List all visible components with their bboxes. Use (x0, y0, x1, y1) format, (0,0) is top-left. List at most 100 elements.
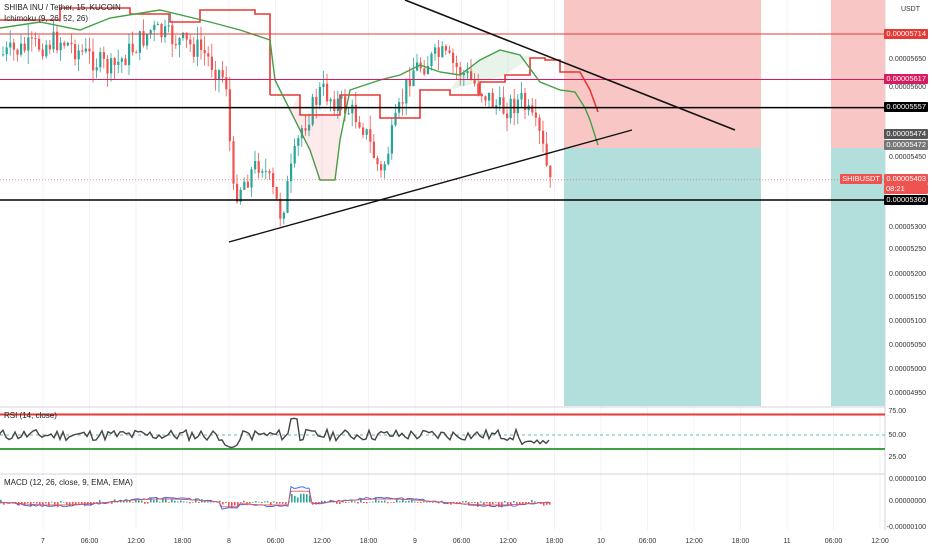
candle-body (203, 49, 206, 54)
candle-body (95, 67, 98, 71)
macd-hist-bar (300, 493, 302, 503)
macd-hist-bar (237, 502, 239, 507)
macd-hist-bar (159, 501, 161, 503)
macd-hist-bar (492, 502, 494, 505)
macd-hist-bar (357, 502, 359, 504)
time-axis-tick: 06:00 (452, 538, 471, 545)
macd-hist-bar (231, 502, 233, 508)
ichimoku-cloud (450, 50, 545, 90)
candle-body (333, 99, 336, 111)
price-tag: 0.00005557 (884, 102, 928, 112)
candle-body (88, 48, 91, 52)
price-axis-tick: 0.00005200 (889, 271, 926, 278)
candle-body (545, 143, 548, 166)
macd-hist-bar (252, 502, 254, 503)
macd-legend[interactable]: MACD (12, 26, close, 9, EMA, EMA) (4, 478, 133, 487)
candle-body (441, 46, 444, 57)
macd-hist-bar (93, 502, 95, 503)
time-axis-tick: 06:00 (266, 538, 285, 545)
rsi-axis-tick: 25.00 (888, 454, 906, 461)
candle-body (124, 58, 127, 66)
candle-body (455, 62, 458, 68)
macd-hist-bar (324, 500, 326, 503)
macd-hist-bar (309, 495, 311, 503)
macd-hist-bar (462, 501, 464, 503)
candle-body (239, 189, 242, 202)
candle-body (110, 58, 113, 74)
macd-hist-bar (549, 502, 551, 505)
time-axis-tick: 18:00 (359, 538, 378, 545)
macd-hist-bar (117, 501, 119, 503)
macd-hist-bar (378, 500, 380, 503)
macd-hist-bar (144, 502, 146, 504)
rsi-axis-tick: 75.00 (888, 408, 906, 415)
candle-body (27, 37, 30, 51)
candle-body (63, 42, 66, 46)
macd-hist-bar (423, 501, 425, 503)
candle-body (12, 42, 15, 50)
candle-body (282, 212, 285, 219)
candle-body (513, 98, 516, 114)
candle-body (254, 161, 257, 170)
resistance-trendline (404, 0, 736, 131)
candle-body (218, 70, 221, 80)
candle-body (430, 53, 433, 66)
macd-hist-bar (132, 502, 134, 503)
candle-body (192, 44, 195, 57)
macd-hist-bar (207, 501, 209, 503)
macd-hist-bar (81, 502, 83, 505)
candle-body (210, 56, 213, 70)
macd-hist-bar (381, 500, 383, 503)
macd-hist-bar (414, 501, 416, 503)
candle-body (2, 54, 5, 56)
candle-body (185, 32, 188, 40)
macd-hist-bar (213, 502, 215, 503)
macd-hist-bar (495, 502, 497, 503)
macd-hist-bar (66, 502, 68, 505)
macd-hist-bar (39, 502, 41, 505)
macd-hist-bar (174, 500, 176, 503)
macd-axis-tick: 0.00000000 (889, 498, 926, 505)
candle-body (473, 79, 476, 84)
stop-zone (831, 0, 885, 148)
macd-hist-bar (3, 502, 5, 505)
price-tag: 0.00005617 (884, 74, 928, 84)
candles-group (2, 14, 552, 227)
candle-body (315, 96, 318, 105)
macd-hist-bar (147, 502, 149, 504)
macd-hist-bar (219, 500, 221, 503)
macd-hist-bar (177, 501, 179, 503)
macd-hist-bar (483, 502, 485, 506)
macd-hist-bar (228, 502, 230, 507)
quote-currency-label: USDT (900, 6, 920, 13)
macd-hist-bar (249, 502, 251, 504)
candle-body (286, 181, 289, 213)
candle-body (92, 51, 95, 71)
macd-line (0, 485, 550, 510)
macd-hist-bar (60, 501, 62, 503)
candle-body (113, 58, 116, 65)
candle-body (30, 37, 33, 39)
macd-hist-bar (258, 501, 260, 503)
candle-body (131, 43, 134, 53)
macd-hist-bar (384, 500, 386, 503)
macd-hist-bar (0, 499, 2, 503)
candle-body (290, 163, 293, 182)
ichimoku-legend[interactable]: Ichimoku (9, 26, 52, 26) (4, 14, 89, 23)
macd-hist-bar (375, 497, 377, 503)
candle-body (236, 183, 239, 202)
candle-body (336, 98, 339, 111)
macd-hist-bar (285, 502, 287, 505)
macd-hist-bar (306, 494, 308, 503)
rsi-legend[interactable]: RSI (14, close) (4, 411, 57, 420)
candle-body (246, 181, 249, 188)
candle-body (189, 39, 192, 45)
time-axis-tick: 12:00 (313, 538, 331, 545)
macd-hist-bar (402, 499, 404, 503)
macd-hist-bar (180, 500, 182, 503)
ichimoku-cloud (290, 95, 340, 180)
candle-body (308, 124, 311, 131)
candle-body (106, 58, 109, 74)
